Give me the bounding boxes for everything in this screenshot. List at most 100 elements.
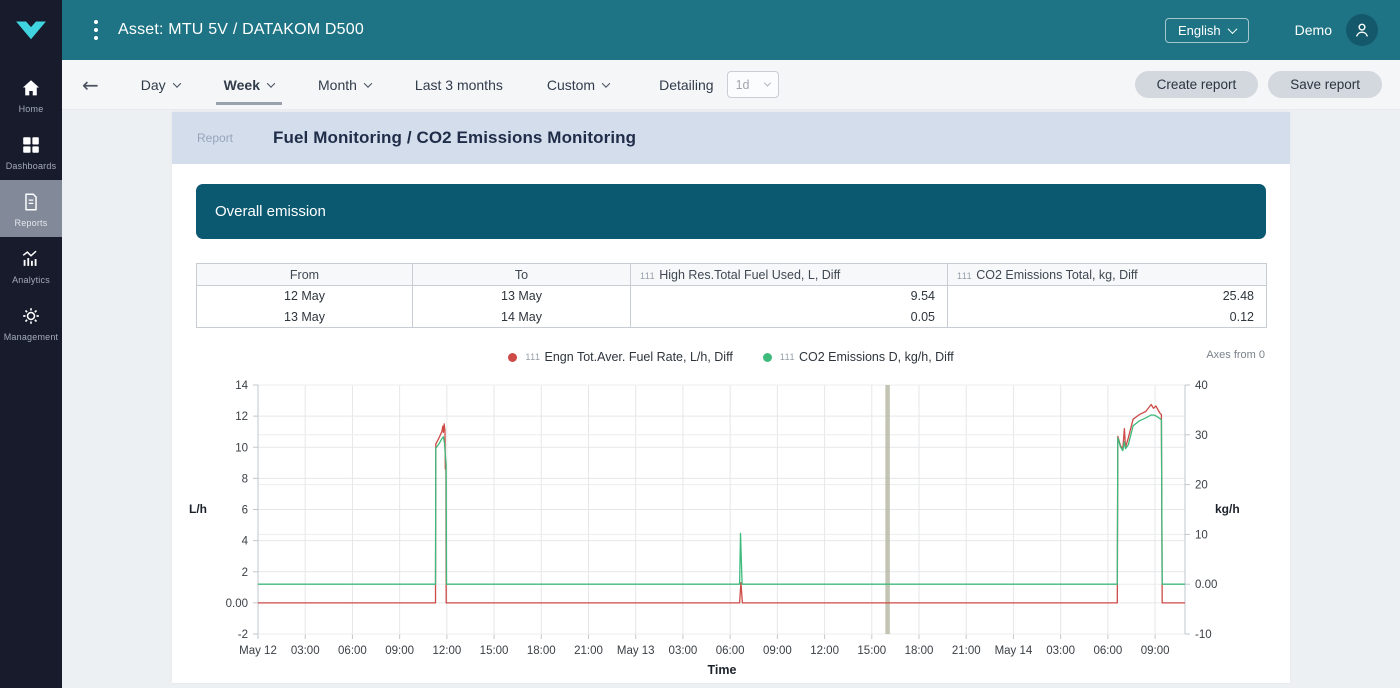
sidebar-item-reports[interactable]: Reports [0,180,62,237]
app-logo-icon[interactable] [0,0,62,60]
chevron-down-icon [764,80,771,87]
x-tick-label: 12:00 [810,645,839,657]
breadcrumb: Report [197,131,233,145]
report-header-band: Report Fuel Monitoring / CO2 Emissions M… [172,112,1290,164]
column-header: From [197,264,413,286]
section-title: Overall emission [215,203,326,220]
x-tick-label: 03:00 [1046,645,1075,657]
sensor-id-prefix: 111 [640,271,655,281]
column-header-label: High Res.Total Fuel Used, L, Diff [659,268,840,282]
right-axis-tick-label: 40 [1195,380,1208,392]
period-tab-day[interactable]: Day [141,77,180,93]
asset-title: Asset: MTU 5V / DATAKOM D500 [118,21,364,39]
sensor-id-prefix: 111 [957,271,972,281]
legend-item-fuel-rate[interactable]: 111Engn Tot.Aver. Fuel Rate, L/h, Diff [508,350,733,364]
table-body: 12 May13 May9.5425.4813 May14 May0.050.1… [197,286,1267,328]
detailing-label: Detailing [659,77,713,93]
series-line-co2 [258,415,1185,584]
x-axis-title: Time [672,663,772,677]
chart-legend: 111Engn Tot.Aver. Fuel Rate, L/h, Diff11… [172,345,1290,369]
right-axis-tick-label: 10 [1195,529,1208,541]
emissions-table: From To 111 High Res.Total Fuel Used, L, Di… [196,263,1267,328]
time-marker-band [885,385,890,634]
right-axis-unit: kg/h [1215,502,1259,516]
create-report-button[interactable]: Create report [1135,71,1259,98]
x-tick-label: 06:00 [338,645,367,657]
kebab-menu-icon[interactable] [88,20,104,40]
chevron-down-icon [602,79,610,87]
topbar-right: English Demo [1165,14,1378,46]
chevron-down-icon [172,79,180,87]
period-tab-last-3-months[interactable]: Last 3 months [415,77,503,93]
column-header-label: From [290,268,319,282]
period-tab-week[interactable]: Week [224,77,274,93]
x-tick-label: May 12 [239,645,277,657]
person-icon [1352,20,1372,40]
user-avatar[interactable] [1346,14,1378,46]
left-axis-unit: L/h [178,502,218,516]
sidebar-item-home[interactable]: Home [0,66,62,123]
chevron-down-icon [364,79,372,87]
x-tick-label: 15:00 [857,645,886,657]
right-axis-tick-label: 20 [1195,480,1208,492]
period-tab-custom[interactable]: Custom [547,77,609,93]
left-axis-tick-label: 10 [235,442,248,454]
period-tabs: Day Week Month Last 3 months Custom [141,77,609,93]
sidebar-item-dashboards[interactable]: Dashboards [0,123,62,180]
series-line-fuel-rate [258,405,1185,603]
sidebar-item-label: Dashboards [6,161,57,171]
content-area: Report Fuel Monitoring / CO2 Emissions M… [62,110,1400,688]
x-tick-label: 06:00 [716,645,745,657]
x-tick-label: 21:00 [952,645,981,657]
sidebar-item-management[interactable]: Management [0,294,62,351]
management-icon [20,305,42,327]
sidebar: Home Dashboards ReportsAnalytics Management [0,0,62,688]
analytics-icon [20,248,42,270]
back-icon[interactable]: ← [82,75,99,95]
table-cell: 0.12 [948,307,1267,328]
table-cell: 0.05 [631,307,948,328]
column-header: To [413,264,631,286]
save-report-button[interactable]: Save report [1268,71,1382,98]
x-tick-label: May 13 [617,645,655,657]
column-header: 111CO2 Emissions Total, kg, Diff [948,264,1267,286]
language-selector[interactable]: English [1165,18,1249,43]
report-toolbar: ← Day Week Month Last 3 months Custom Detail… [62,60,1400,110]
dashboards-icon [20,134,42,156]
sensor-id-prefix: 111 [525,352,540,362]
left-axis-tick-label: 6 [242,505,248,517]
emissions-chart: May 12 03:00 06:00 09:00 12:00 15:00 18:00 21:0… [196,375,1266,675]
table-cell: 13 May [197,307,413,328]
left-axis-tick-label: -2 [238,629,248,641]
table-header: From To 111 High Res.Total Fuel Used, L, Di… [197,264,1267,286]
sidebar-item-analytics[interactable]: Analytics [0,237,62,294]
period-tab-month[interactable]: Month [318,77,371,93]
x-tick-label: 03:00 [291,645,320,657]
right-axis-tick-label: 30 [1195,430,1208,442]
x-tick-label: 03:00 [669,645,698,657]
sensor-id-prefix: 111 [780,352,795,362]
detailing-value: 1d [736,78,750,92]
period-label: Week [224,77,260,93]
column-header: 111 High Res.Total Fuel Used, L, Diff [631,264,948,286]
sidebar-nav: Home Dashboards ReportsAnalytics Management [0,66,62,351]
axes-note: Axes from 0 [1206,349,1265,361]
detailing-select[interactable]: 1d [727,71,779,98]
sidebar-item-label: Management [4,332,59,342]
legend-dot-icon [508,353,517,362]
legend-item-co2[interactable]: 111CO2 Emissions D, kg/h, Diff [763,350,954,364]
table-cell: 12 May [197,286,413,307]
section-banner: Overall emission [196,184,1266,239]
x-tick-label: 18:00 [905,645,934,657]
x-tick-label: 09:00 [1141,645,1170,657]
reports-icon [20,191,42,213]
table-cell: 9.54 [631,286,948,307]
table-row: 12 May13 May9.5425.48 [197,286,1267,307]
toolbar-buttons: Create report Save report [1135,71,1382,98]
left-axis-tick-label: 12 [235,411,248,423]
table-row: 13 May14 May0.050.12 [197,307,1267,328]
detailing-group: Detailing 1d [659,71,778,98]
x-tick-label: 15:00 [480,645,509,657]
left-axis-tick-label: 14 [235,380,248,392]
x-tick-label: 21:00 [574,645,603,657]
